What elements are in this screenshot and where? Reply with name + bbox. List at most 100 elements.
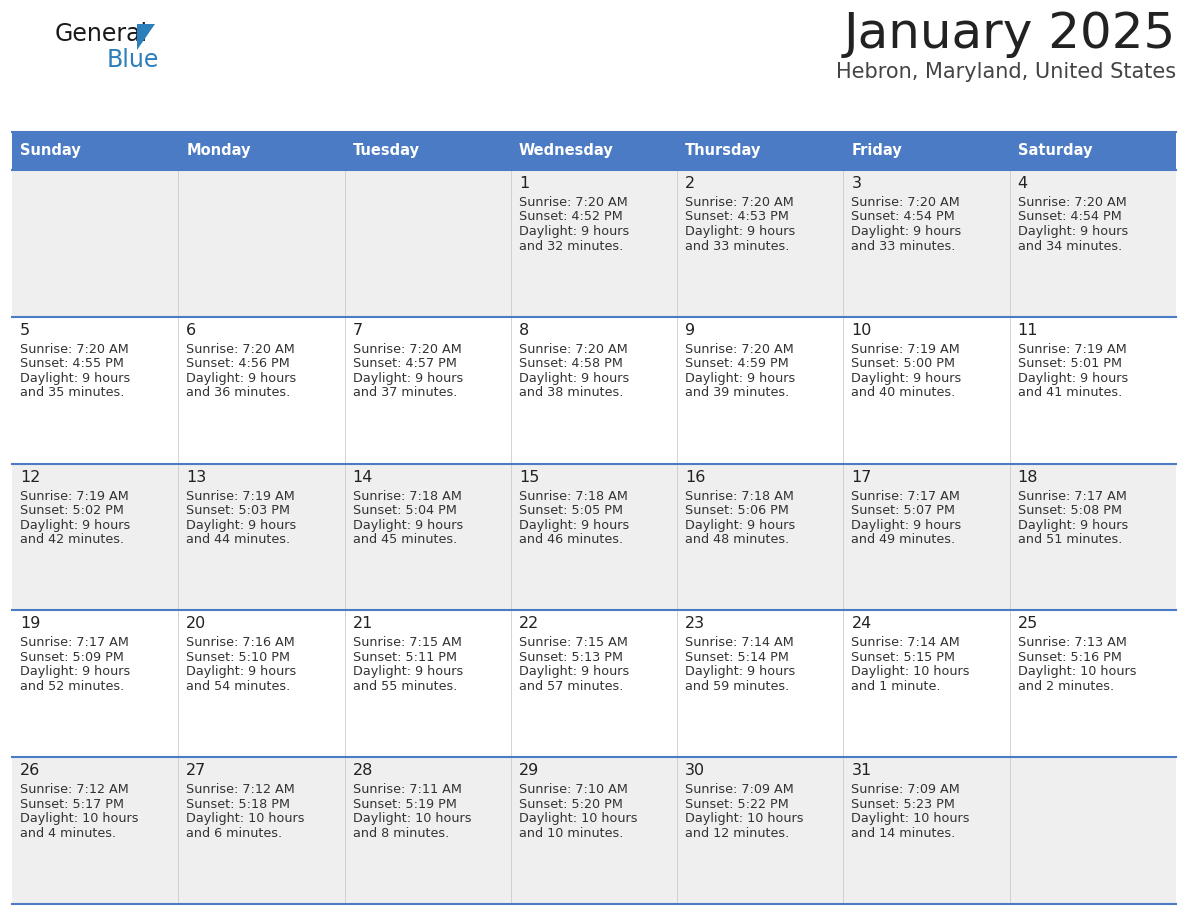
Text: Daylight: 9 hours: Daylight: 9 hours (519, 666, 630, 678)
Text: 29: 29 (519, 763, 539, 778)
Text: and 51 minutes.: and 51 minutes. (1018, 533, 1123, 546)
Bar (345, 317, 511, 464)
Text: Daylight: 9 hours: Daylight: 9 hours (852, 372, 961, 385)
Text: Sunset: 5:06 PM: Sunset: 5:06 PM (685, 504, 789, 517)
Text: Daylight: 10 hours: Daylight: 10 hours (20, 812, 139, 825)
Polygon shape (137, 24, 154, 50)
Bar (511, 132, 677, 170)
Text: 3: 3 (852, 176, 861, 191)
Text: Sunrise: 7:19 AM: Sunrise: 7:19 AM (20, 489, 128, 502)
Bar (12, 464, 178, 610)
Text: Daylight: 9 hours: Daylight: 9 hours (187, 666, 297, 678)
Bar (843, 317, 1010, 464)
Bar (843, 610, 1010, 757)
Text: Sunset: 5:18 PM: Sunset: 5:18 PM (187, 798, 290, 811)
Text: 4: 4 (1018, 176, 1028, 191)
Text: Daylight: 9 hours: Daylight: 9 hours (685, 666, 796, 678)
Text: Sunset: 5:03 PM: Sunset: 5:03 PM (187, 504, 290, 517)
Bar (345, 610, 511, 757)
Bar (511, 757, 677, 904)
Text: Sunset: 5:17 PM: Sunset: 5:17 PM (20, 798, 124, 811)
Text: 19: 19 (20, 616, 40, 632)
Text: Sunrise: 7:20 AM: Sunrise: 7:20 AM (852, 196, 960, 209)
Bar (345, 170, 511, 317)
Text: Sunday: Sunday (20, 143, 81, 159)
Bar (12, 610, 178, 757)
Text: 21: 21 (353, 616, 373, 632)
Text: and 40 minutes.: and 40 minutes. (852, 386, 955, 399)
Text: 2: 2 (685, 176, 695, 191)
Text: 27: 27 (187, 763, 207, 778)
Text: 9: 9 (685, 323, 695, 338)
Text: Sunrise: 7:17 AM: Sunrise: 7:17 AM (1018, 489, 1126, 502)
Text: Sunset: 4:57 PM: Sunset: 4:57 PM (353, 357, 456, 370)
Bar (12, 170, 178, 317)
Text: Daylight: 9 hours: Daylight: 9 hours (353, 372, 463, 385)
Text: 23: 23 (685, 616, 706, 632)
Text: 6: 6 (187, 323, 196, 338)
Bar (178, 757, 345, 904)
Text: 18: 18 (1018, 470, 1038, 485)
Text: 25: 25 (1018, 616, 1038, 632)
Text: Daylight: 10 hours: Daylight: 10 hours (852, 812, 969, 825)
Text: Sunrise: 7:19 AM: Sunrise: 7:19 AM (852, 342, 960, 356)
Text: Sunrise: 7:20 AM: Sunrise: 7:20 AM (1018, 196, 1126, 209)
Text: and 54 minutes.: and 54 minutes. (187, 680, 291, 693)
Text: Sunset: 5:00 PM: Sunset: 5:00 PM (852, 357, 955, 370)
Text: Sunset: 4:55 PM: Sunset: 4:55 PM (20, 357, 124, 370)
Text: Sunrise: 7:12 AM: Sunrise: 7:12 AM (187, 783, 295, 796)
Bar (1010, 610, 1176, 757)
Text: Sunrise: 7:17 AM: Sunrise: 7:17 AM (20, 636, 128, 649)
Text: Sunrise: 7:16 AM: Sunrise: 7:16 AM (187, 636, 295, 649)
Bar (345, 132, 511, 170)
Bar (178, 317, 345, 464)
Text: Sunrise: 7:20 AM: Sunrise: 7:20 AM (353, 342, 461, 356)
Text: Sunset: 5:04 PM: Sunset: 5:04 PM (353, 504, 456, 517)
Bar (677, 610, 843, 757)
Bar (677, 170, 843, 317)
Text: Thursday: Thursday (685, 143, 762, 159)
Text: and 42 minutes.: and 42 minutes. (20, 533, 124, 546)
Text: Daylight: 9 hours: Daylight: 9 hours (1018, 372, 1127, 385)
Text: Tuesday: Tuesday (353, 143, 419, 159)
Text: Sunrise: 7:11 AM: Sunrise: 7:11 AM (353, 783, 461, 796)
Text: Daylight: 10 hours: Daylight: 10 hours (685, 812, 803, 825)
Text: 28: 28 (353, 763, 373, 778)
Text: 24: 24 (852, 616, 872, 632)
Text: Sunset: 5:05 PM: Sunset: 5:05 PM (519, 504, 623, 517)
Text: Daylight: 10 hours: Daylight: 10 hours (187, 812, 305, 825)
Text: Sunrise: 7:09 AM: Sunrise: 7:09 AM (685, 783, 794, 796)
Text: Sunset: 5:08 PM: Sunset: 5:08 PM (1018, 504, 1121, 517)
Text: Sunrise: 7:15 AM: Sunrise: 7:15 AM (519, 636, 627, 649)
Text: Sunset: 5:23 PM: Sunset: 5:23 PM (852, 798, 955, 811)
Text: Sunset: 5:02 PM: Sunset: 5:02 PM (20, 504, 124, 517)
Text: Sunset: 5:01 PM: Sunset: 5:01 PM (1018, 357, 1121, 370)
Bar (843, 170, 1010, 317)
Text: Sunrise: 7:17 AM: Sunrise: 7:17 AM (852, 489, 960, 502)
Text: and 14 minutes.: and 14 minutes. (852, 827, 955, 840)
Text: Sunrise: 7:13 AM: Sunrise: 7:13 AM (1018, 636, 1126, 649)
Text: Wednesday: Wednesday (519, 143, 614, 159)
Bar (511, 317, 677, 464)
Text: 20: 20 (187, 616, 207, 632)
Text: and 48 minutes.: and 48 minutes. (685, 533, 789, 546)
Text: Sunset: 5:20 PM: Sunset: 5:20 PM (519, 798, 623, 811)
Text: and 12 minutes.: and 12 minutes. (685, 827, 789, 840)
Text: General: General (55, 22, 148, 46)
Bar (843, 757, 1010, 904)
Text: Sunset: 4:56 PM: Sunset: 4:56 PM (187, 357, 290, 370)
Bar (1010, 757, 1176, 904)
Text: Daylight: 9 hours: Daylight: 9 hours (685, 519, 796, 532)
Text: Daylight: 9 hours: Daylight: 9 hours (852, 519, 961, 532)
Text: Sunset: 5:14 PM: Sunset: 5:14 PM (685, 651, 789, 664)
Text: Sunrise: 7:10 AM: Sunrise: 7:10 AM (519, 783, 627, 796)
Text: Sunrise: 7:20 AM: Sunrise: 7:20 AM (519, 196, 627, 209)
Text: and 37 minutes.: and 37 minutes. (353, 386, 457, 399)
Text: Friday: Friday (852, 143, 902, 159)
Text: Daylight: 10 hours: Daylight: 10 hours (519, 812, 637, 825)
Text: and 59 minutes.: and 59 minutes. (685, 680, 789, 693)
Bar (1010, 317, 1176, 464)
Text: 22: 22 (519, 616, 539, 632)
Text: Sunset: 4:53 PM: Sunset: 4:53 PM (685, 210, 789, 223)
Text: Daylight: 10 hours: Daylight: 10 hours (852, 666, 969, 678)
